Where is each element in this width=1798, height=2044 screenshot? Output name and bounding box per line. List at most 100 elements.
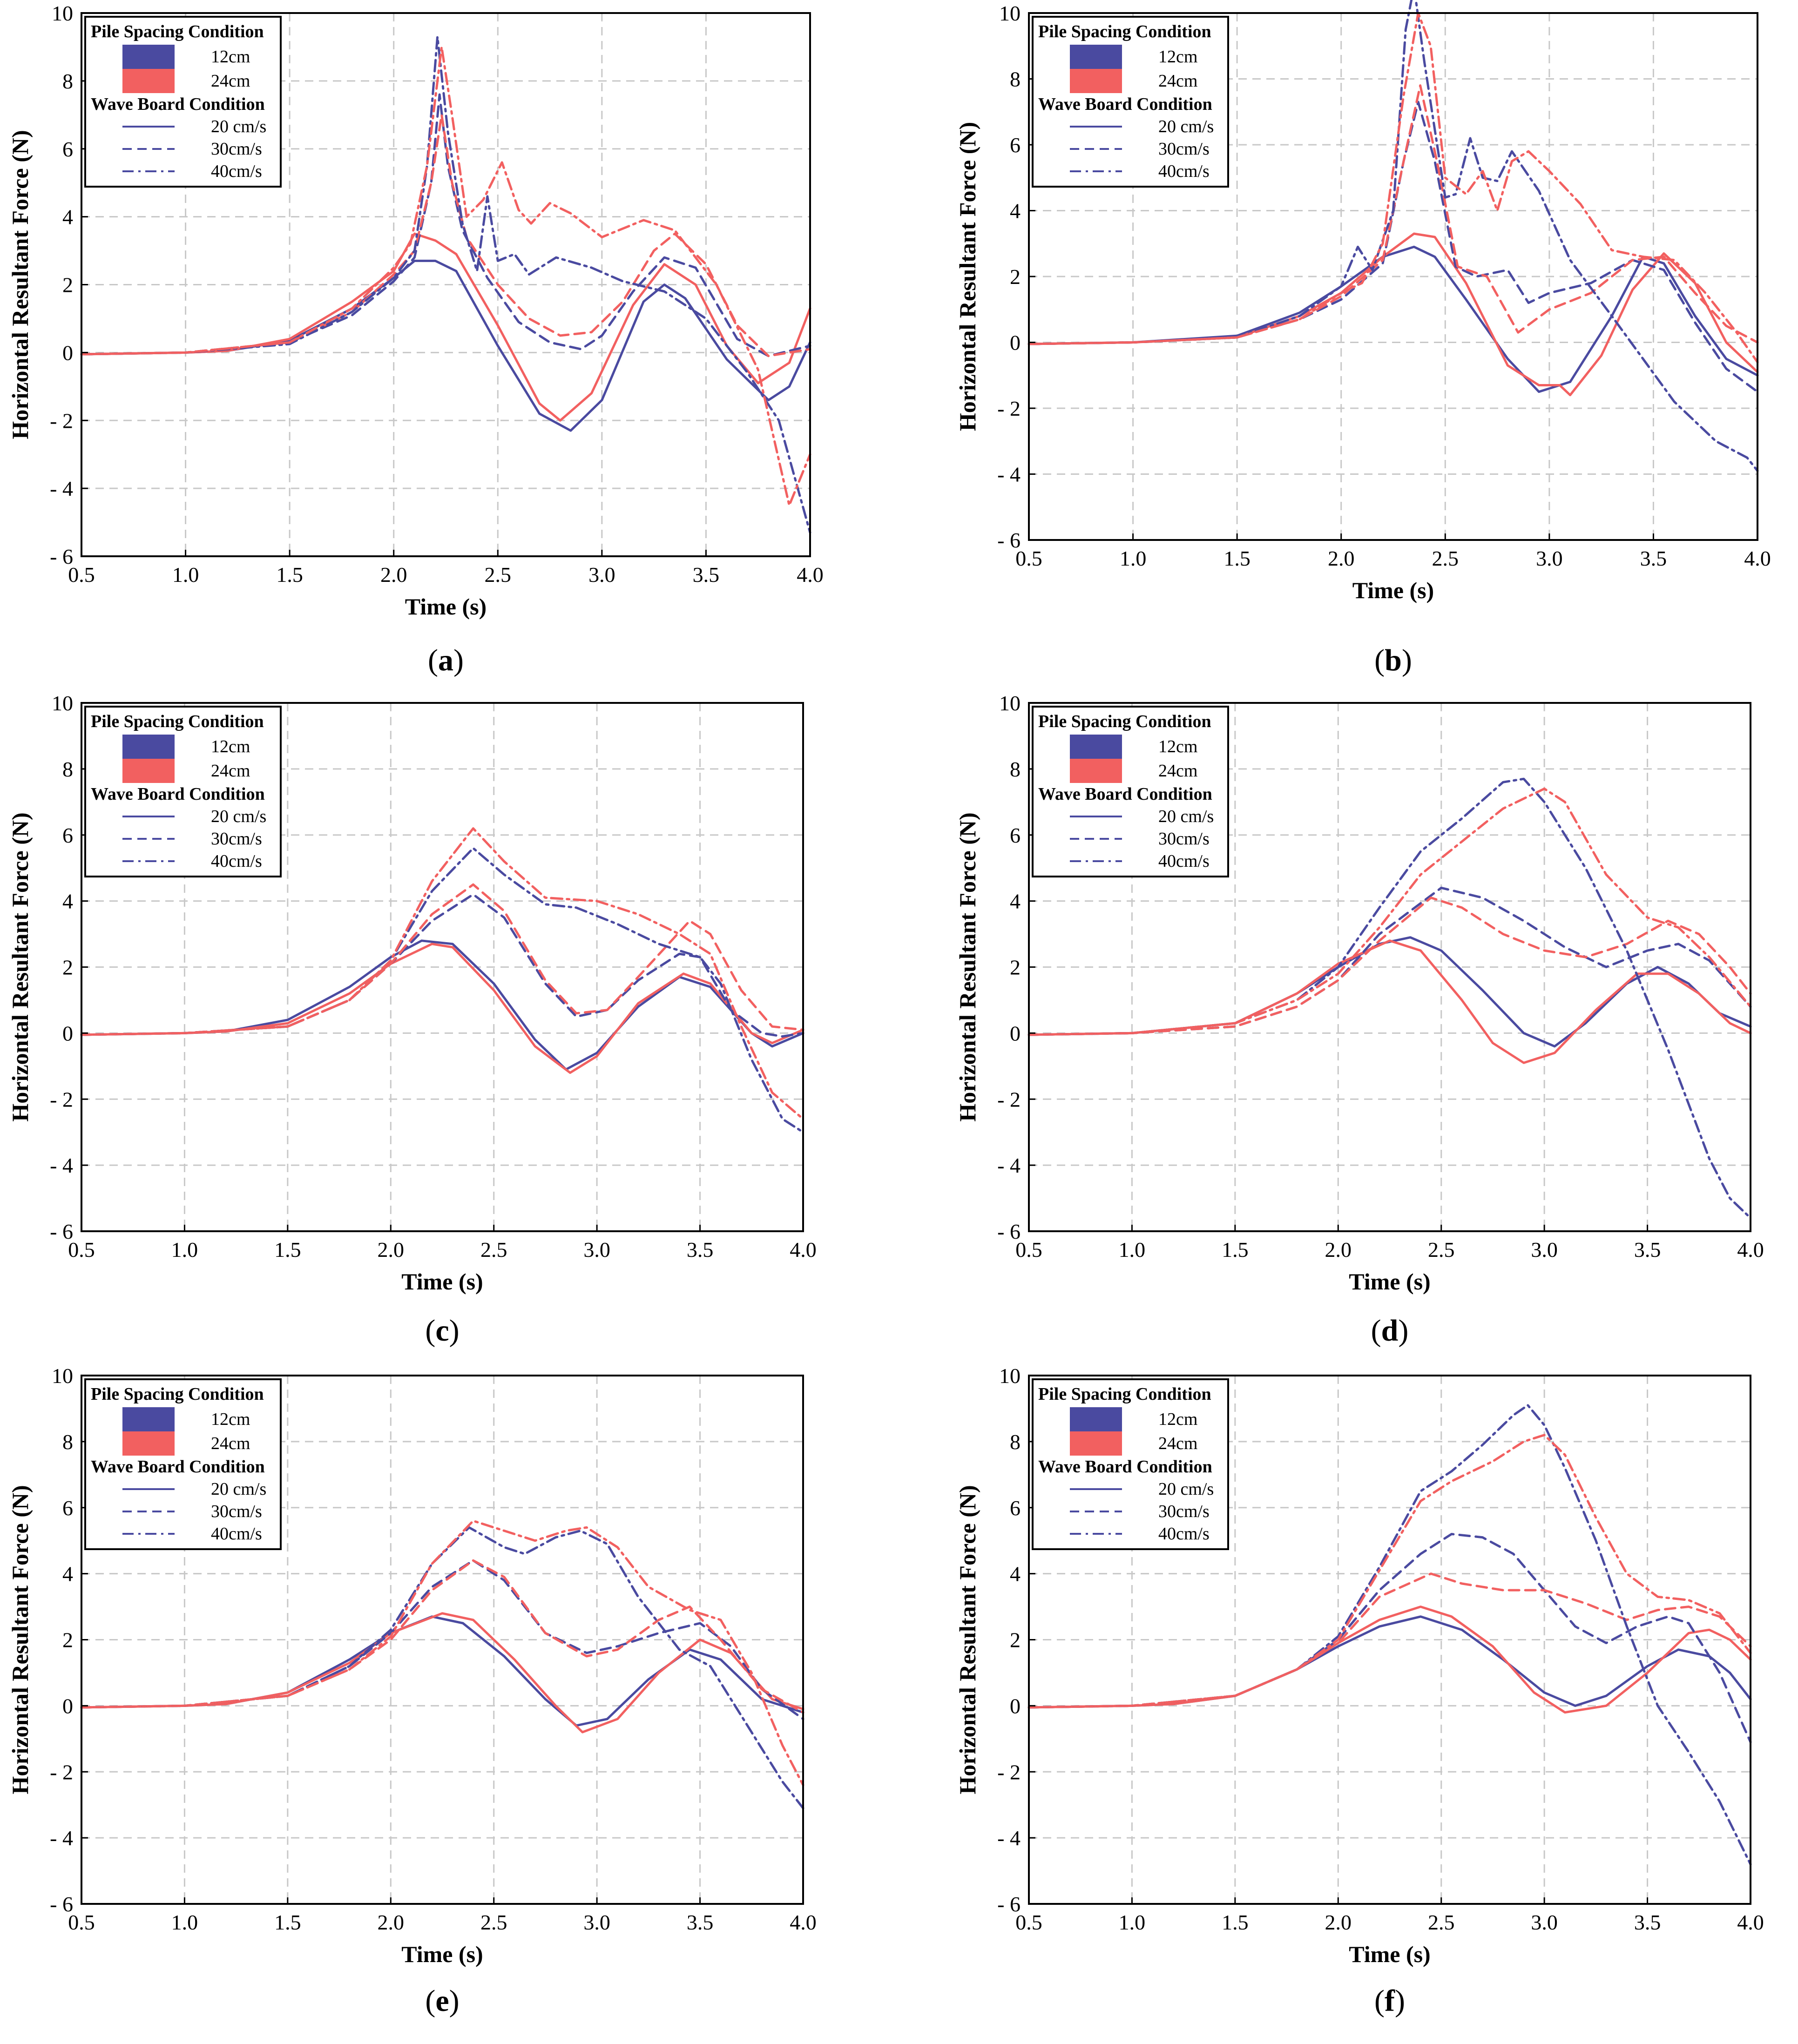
legend-wave-label: 20 cm/s xyxy=(211,807,266,826)
legend-wave-board-header: Wave Board Condition xyxy=(91,1457,265,1477)
legend-pile-spacing-header: Pile Spacing Condition xyxy=(1038,1384,1211,1404)
panel-caption: (b) xyxy=(1374,643,1412,677)
y-tick-label: 0 xyxy=(1010,1694,1021,1718)
y-axis-title: Horizontal Resultant Force (N) xyxy=(7,812,33,1121)
y-tick-label: 2 xyxy=(1010,1628,1021,1652)
x-tick-label: 3.5 xyxy=(1640,546,1667,570)
chart-panel-5: 0.5 1.0 1.5 2.0 2.5 3.0 3.5 4.0 - 6 - 4 - 2 0 2 4 6 8 10… xyxy=(7,1364,817,2018)
y-tick-label: - 6 xyxy=(997,528,1021,552)
x-tick-label: 3.5 xyxy=(693,563,720,587)
series-line-24cm-20-cm-s xyxy=(1027,939,1752,1064)
legend-swatch-12cm xyxy=(122,735,175,759)
x-tick-label: 2.5 xyxy=(485,563,512,587)
legend-frame xyxy=(1032,706,1229,877)
y-tick-label: - 6 xyxy=(50,1892,73,1916)
legend-wave-label: 20 cm/s xyxy=(211,117,266,136)
legend-label-12cm: 12cm xyxy=(1158,1410,1197,1429)
legend-swatch-24cm xyxy=(122,1431,175,1456)
legend-frame xyxy=(84,16,282,188)
legend-wave-label: 40cm/s xyxy=(1158,162,1210,181)
x-tick-label: 2.0 xyxy=(1325,1910,1352,1934)
x-tick-label: 1.0 xyxy=(1120,546,1147,570)
x-tick-label: 2.5 xyxy=(1432,546,1459,570)
series-line-12cm-40cm-s xyxy=(80,1526,804,1809)
legend-wave-label: 20 cm/s xyxy=(1158,1479,1214,1499)
x-tick-label: 4.0 xyxy=(1737,1910,1764,1934)
chart-panel-4: 0.5 1.0 1.5 2.0 2.5 3.0 3.5 4.0 - 6 - 4 - 2 0 2 4 6 8 10… xyxy=(954,691,1764,1348)
y-tick-label: 10 xyxy=(52,1,73,25)
x-axis-title: Time (s) xyxy=(1352,577,1434,603)
series-line-24cm-40cm-s xyxy=(80,827,804,1120)
y-tick-label: 4 xyxy=(62,1562,73,1586)
x-tick-label: 3.0 xyxy=(1536,546,1563,570)
x-tick-label: 2.5 xyxy=(480,1238,507,1261)
legend-wave-label: 40cm/s xyxy=(211,851,262,871)
legend-wave-label: 20 cm/s xyxy=(211,1479,266,1499)
y-tick-label: 10 xyxy=(999,1,1021,25)
y-tick-label: - 2 xyxy=(997,1760,1021,1784)
y-tick-label: 10 xyxy=(52,1364,73,1388)
y-tick-label: 0 xyxy=(62,1021,73,1045)
legend-wave-label: 20 cm/s xyxy=(1158,117,1214,136)
x-tick-label: 0.5 xyxy=(68,1238,95,1261)
legend-frame xyxy=(84,706,282,877)
panel-caption: (f) xyxy=(1374,1984,1405,2018)
series-line-24cm-40cm-s xyxy=(80,46,811,507)
y-tick-label: 6 xyxy=(1010,1496,1021,1520)
y-tick-label: 8 xyxy=(62,69,73,93)
y-tick-label: - 4 xyxy=(50,1154,73,1177)
x-tick-label: 1.0 xyxy=(1119,1238,1146,1261)
y-tick-label: 4 xyxy=(1010,199,1021,223)
y-tick-label: - 6 xyxy=(50,545,73,568)
legend-pile-spacing-header: Pile Spacing Condition xyxy=(91,22,264,41)
x-tick-label: 0.5 xyxy=(68,1910,95,1934)
y-tick-label: 2 xyxy=(62,1628,73,1652)
y-tick-label: - 4 xyxy=(997,463,1021,486)
x-axis-title: Time (s) xyxy=(401,1941,483,1967)
x-tick-label: 4.0 xyxy=(797,563,824,587)
series-line-12cm-40cm-s xyxy=(80,35,811,534)
legend-label-24cm: 24cm xyxy=(211,761,250,781)
y-tick-label: 6 xyxy=(62,1496,73,1520)
y-tick-label: 8 xyxy=(1010,1430,1021,1454)
x-tick-label: 3.0 xyxy=(583,1238,610,1261)
y-tick-label: - 2 xyxy=(50,1087,73,1111)
chart-panel-6: 0.5 1.0 1.5 2.0 2.5 3.0 3.5 4.0 - 6 - 4 - 2 0 2 4 6 8 10… xyxy=(954,1364,1764,2018)
series-line-24cm-40cm-s xyxy=(1027,1434,1752,1709)
y-axis-title: Horizontal Resultant Force (N) xyxy=(954,812,980,1121)
legend-wave-label: 20 cm/s xyxy=(1158,807,1214,826)
legend-label-24cm: 24cm xyxy=(211,1434,250,1453)
legend-wave-board-header: Wave Board Condition xyxy=(91,784,265,804)
y-tick-label: 0 xyxy=(62,341,73,364)
x-tick-label: 3.0 xyxy=(1531,1910,1558,1934)
y-tick-label: 10 xyxy=(999,691,1021,715)
x-tick-label: 4.0 xyxy=(790,1238,817,1261)
legend-wave-label: 30cm/s xyxy=(1158,139,1210,159)
legend-wave-label: 30cm/s xyxy=(211,1502,262,1521)
y-tick-label: 0 xyxy=(62,1694,73,1718)
series-line-24cm-30cm-s xyxy=(1027,897,1752,1036)
series-line-12cm-30cm-s xyxy=(80,93,811,358)
y-tick-label: - 2 xyxy=(50,1760,73,1784)
x-tick-label: 0.5 xyxy=(1015,1238,1042,1261)
y-tick-label: 10 xyxy=(52,691,73,715)
x-tick-label: 4.0 xyxy=(790,1910,817,1934)
y-tick-label: - 2 xyxy=(997,397,1021,420)
series-line-24cm-20-cm-s xyxy=(80,232,811,422)
legend-pile-spacing-header: Pile Spacing Condition xyxy=(91,712,264,731)
y-tick-label: - 4 xyxy=(50,1826,73,1850)
legend-label-12cm: 12cm xyxy=(1158,47,1197,67)
legend-label-12cm: 12cm xyxy=(211,737,250,756)
chart-panel-3: 0.5 1.0 1.5 2.0 2.5 3.0 3.5 4.0 - 6 - 4 - 2 0 2 4 6 8 10… xyxy=(7,691,817,1348)
legend-wave-label: 30cm/s xyxy=(211,139,262,159)
series-line-24cm-40cm-s xyxy=(80,1519,804,1787)
x-axis-title: Time (s) xyxy=(401,1268,483,1295)
y-tick-label: 8 xyxy=(1010,757,1021,781)
x-tick-label: 2.0 xyxy=(378,1238,405,1261)
legend-wave-label: 40cm/s xyxy=(211,1524,262,1544)
legend-label-24cm: 24cm xyxy=(211,71,250,91)
panel-caption: (a) xyxy=(428,643,464,677)
x-tick-label: 2.0 xyxy=(380,563,407,587)
legend-swatch-12cm xyxy=(1070,735,1122,759)
x-axis-title: Time (s) xyxy=(1349,1268,1430,1295)
